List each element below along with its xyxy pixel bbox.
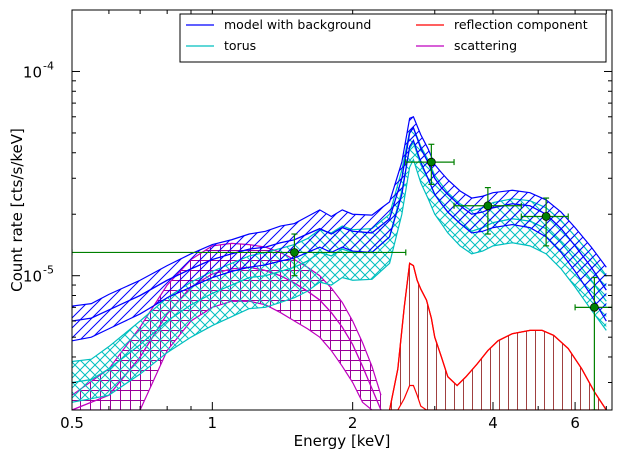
x-tick-label: 4 xyxy=(488,414,498,432)
reflection-band xyxy=(389,263,607,410)
legend: model with background torus reflection com… xyxy=(179,13,607,63)
y-tick-label: 10 xyxy=(23,268,42,286)
legend-entry: scattering xyxy=(416,38,517,53)
y-tick-label: 10 xyxy=(23,63,42,81)
x-tick-label: 1 xyxy=(208,414,218,432)
plot-frame xyxy=(71,9,613,411)
data-point-3 xyxy=(453,187,522,235)
series-reflection xyxy=(388,262,607,410)
x-tick-label: 2 xyxy=(348,414,358,432)
data-marker xyxy=(590,302,599,312)
legend-entry: torus xyxy=(186,38,256,53)
data-point-5 xyxy=(574,276,612,410)
legend-label: scattering xyxy=(454,38,517,53)
model-band-lower xyxy=(72,138,607,342)
model-line xyxy=(72,126,607,322)
data-marker xyxy=(541,212,551,221)
x-axis-title: Energy [keV] xyxy=(294,432,391,450)
torus-band-lower xyxy=(72,158,607,403)
data-marker xyxy=(427,157,436,167)
legend-label: reflection component xyxy=(454,17,588,32)
data-points xyxy=(72,143,612,410)
data-marker xyxy=(483,201,493,211)
data-marker xyxy=(290,248,299,257)
legend-label: torus xyxy=(224,38,256,53)
reflection-band-lower xyxy=(389,384,607,410)
y-tick-exponent: -5 xyxy=(43,264,54,277)
x-tick-label: 6 xyxy=(570,414,580,432)
model-band-upper xyxy=(72,116,607,307)
legend-box xyxy=(179,13,607,63)
data-point-2 xyxy=(405,143,455,185)
legend-entry: reflection component xyxy=(416,17,588,32)
torus-band xyxy=(72,127,607,403)
data-point-4 xyxy=(520,197,569,247)
plot-area xyxy=(72,116,612,410)
data-point-1 xyxy=(72,233,407,277)
legend-label: model with background xyxy=(224,17,371,32)
x-tick-label: 0.5 xyxy=(60,414,84,432)
y-tick-exponent: -4 xyxy=(43,59,54,72)
y-axis-title: Count rate [cts/s/keV] xyxy=(8,128,26,292)
series-model xyxy=(72,116,607,342)
reflection-line xyxy=(388,262,607,410)
legend-entry: model with background xyxy=(186,17,371,32)
